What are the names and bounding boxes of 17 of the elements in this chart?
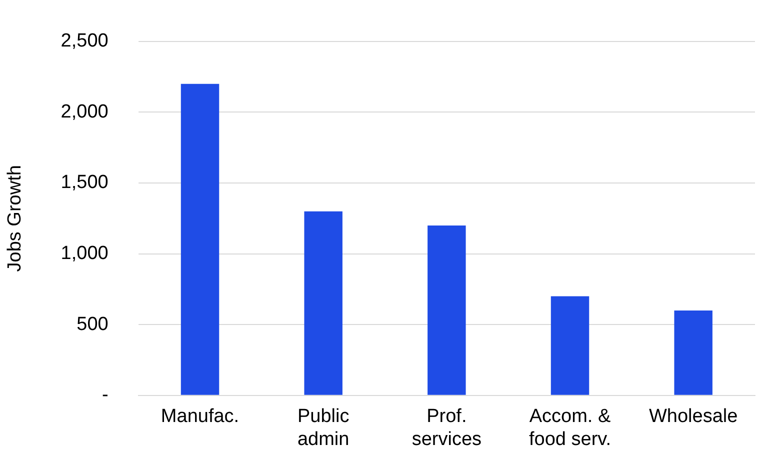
x-tick-label: Accom. & food serv. (528, 406, 612, 450)
y-tick-label: 2,000 (60, 101, 108, 122)
x-tick-label: Wholesale (648, 406, 738, 428)
bar (180, 84, 220, 395)
y-tick-label: 2,500 (60, 30, 108, 52)
y-tick-label: 1,000 (60, 243, 108, 264)
bar (428, 225, 466, 395)
bar (550, 296, 590, 395)
x-tick-label: Manufac. (160, 406, 240, 428)
y-tick-label: 500 (76, 314, 108, 335)
bar (304, 211, 342, 395)
bar (674, 310, 712, 395)
y-tick-label: - (102, 384, 108, 406)
y-axis-title: Jobs Growth (4, 165, 26, 272)
y-tick-label: 1,500 (60, 172, 108, 194)
x-tick-label: Public admin (297, 406, 350, 450)
x-tick-label: Prof. services (412, 406, 482, 450)
